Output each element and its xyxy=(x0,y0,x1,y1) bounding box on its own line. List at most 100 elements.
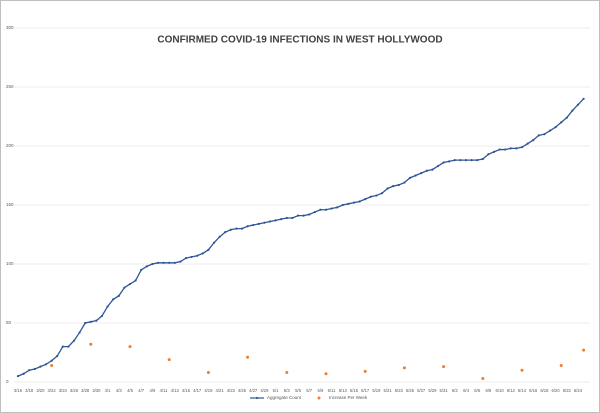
x-tick-label: 5/1 xyxy=(273,388,279,393)
marker-point xyxy=(246,355,250,359)
line-point xyxy=(431,168,434,171)
line-point xyxy=(16,375,20,378)
x-tick-label: 5/17 xyxy=(361,388,370,393)
marker-point xyxy=(206,371,210,375)
marker-point xyxy=(402,366,406,370)
x-tick-label: 6/22 xyxy=(563,388,572,393)
line-point xyxy=(151,262,154,266)
x-tick-label: 5/25 xyxy=(406,388,415,393)
line-point xyxy=(218,235,221,238)
line-point xyxy=(67,345,70,348)
line-point xyxy=(61,345,64,348)
x-tick-label: 6/12 xyxy=(507,388,516,393)
x-tick-label: 5/31 xyxy=(440,388,449,393)
line-point xyxy=(352,201,356,204)
line-point xyxy=(134,279,137,282)
chart-title: CONFIRMED COVID-19 INFECTIONS IN WEST HO… xyxy=(157,35,442,46)
line-point xyxy=(117,294,120,297)
line-point xyxy=(162,261,165,264)
line-point xyxy=(386,187,389,190)
marker-point xyxy=(285,371,289,375)
line-point xyxy=(44,363,48,366)
x-tick-label: 3/24 xyxy=(59,388,68,393)
x-tick-label: 6/20 xyxy=(552,388,561,393)
x-tick-label: 4/5 xyxy=(127,388,133,393)
x-tick-label: 6/14 xyxy=(518,388,527,393)
x-tick-label: 4/27 xyxy=(249,388,258,393)
line-point xyxy=(464,159,468,162)
x-tick-label: 5/5 xyxy=(295,388,301,393)
x-tick-label: 3/20 xyxy=(36,388,45,393)
line-point xyxy=(515,147,518,150)
line-point xyxy=(78,331,81,334)
x-tick-label: 5/11 xyxy=(328,388,337,393)
line-point xyxy=(201,252,204,255)
x-tick-label: 5/23 xyxy=(395,388,404,393)
line-point xyxy=(145,265,148,268)
legend-label: Aggregate Count xyxy=(267,395,302,400)
y-tick-label: 200 xyxy=(6,143,14,148)
marker-point xyxy=(559,363,563,367)
marker-point xyxy=(50,363,54,367)
line-point xyxy=(28,369,31,372)
line-point xyxy=(224,231,227,234)
line-point xyxy=(123,286,126,289)
x-tick-label: 6/8 xyxy=(485,388,491,393)
line-point xyxy=(380,192,384,195)
line-point xyxy=(397,183,400,187)
line-point xyxy=(414,174,417,177)
x-tick-label: 5/3 xyxy=(284,388,290,393)
line-point xyxy=(425,169,428,172)
line-point xyxy=(89,320,92,323)
x-tick-label: 5/27 xyxy=(417,388,426,393)
x-tick-label: 6/2 xyxy=(452,388,458,393)
line-point xyxy=(319,208,322,211)
line-point xyxy=(308,213,311,216)
line-point xyxy=(548,129,552,132)
x-tick-label: 5/19 xyxy=(372,388,381,393)
x-tick-label: 4/29 xyxy=(260,388,269,393)
line-point xyxy=(571,109,574,112)
line-point xyxy=(364,198,367,201)
x-tick-label: 6/10 xyxy=(496,388,505,393)
y-tick-label: 100 xyxy=(6,261,14,266)
line-point xyxy=(324,208,328,211)
legend-label: Increase Per Week xyxy=(329,395,368,400)
x-tick-label: 4/17 xyxy=(193,388,202,393)
line-point xyxy=(246,225,249,228)
line-point xyxy=(476,159,479,162)
line-point xyxy=(50,359,53,362)
line-point xyxy=(582,97,585,100)
line-point xyxy=(156,261,160,264)
marker-point xyxy=(520,368,524,372)
x-tick-label: 6/18 xyxy=(540,388,549,393)
line-point xyxy=(554,126,557,129)
line-point xyxy=(212,241,216,244)
line-point xyxy=(509,147,512,150)
line-point xyxy=(229,228,232,231)
line-point xyxy=(72,339,76,342)
x-tick-label: 6/24 xyxy=(574,388,583,393)
x-tick-label: 3/26 xyxy=(70,388,79,393)
line-point xyxy=(95,319,98,322)
x-tick-label: 4/9 xyxy=(149,388,155,393)
line-point xyxy=(492,150,496,153)
line-point xyxy=(532,139,535,142)
line-point xyxy=(184,257,188,260)
x-tick-label: 4/7 xyxy=(138,388,144,393)
x-tick-label: 4/19 xyxy=(204,388,213,393)
line-point xyxy=(487,153,490,156)
legend-swatch xyxy=(255,396,259,400)
y-tick-label: 50 xyxy=(6,320,12,325)
y-tick-label: 250 xyxy=(6,84,14,89)
x-tick-label: 4/25 xyxy=(238,388,247,393)
line-point xyxy=(33,367,36,371)
line-point xyxy=(112,298,115,301)
marker-point xyxy=(442,365,446,369)
line-point xyxy=(459,159,462,162)
line-point xyxy=(448,160,451,163)
x-tick-label: 5/21 xyxy=(384,388,393,393)
line-point xyxy=(358,200,361,203)
